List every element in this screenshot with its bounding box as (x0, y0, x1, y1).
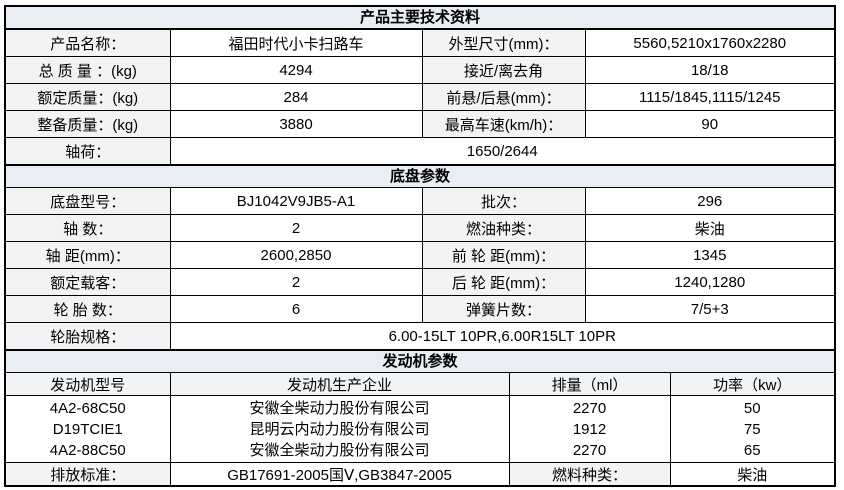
label-max-speed: 最高车速(km/h)： (421, 110, 586, 138)
table-row: 轴 距(mm)： 2600,2850 前 轮 距(mm)： 1345 (5, 241, 835, 269)
label-tire-spec: 轮胎规格： (5, 322, 171, 350)
label-fuel-type: 燃油种类： (421, 214, 586, 242)
table-row: 底盘型号： BJ1042V9JB5-A1 批次： 296 (5, 187, 835, 215)
engine-model: D19TCIE1 (52, 420, 123, 438)
table-row: 排放标准： GB17691-2005国Ⅴ,GB3847-2005 燃料种类： 柴… (5, 462, 835, 486)
engine-powers-cell: 50 75 65 (669, 395, 835, 463)
engine-manufacturers-cell: 安徽全柴动力股份有限公司 昆明云内动力股份有限公司 安徽全柴动力股份有限公司 (169, 395, 510, 463)
engine-manufacturer: 安徽全柴动力股份有限公司 (249, 441, 430, 459)
label-outer-dimensions: 外型尺寸(mm)： (421, 29, 586, 57)
label-product-name: 产品名称： (5, 29, 171, 57)
engine-displacement: 2270 (572, 441, 607, 459)
engine-power: 75 (743, 420, 761, 438)
value-approach-departure-angle: 18/18 (584, 56, 835, 84)
value-outer-dimensions: 5560,5210x1760x2280 (584, 29, 835, 57)
table-row: 轴荷： 1650/2644 (5, 137, 835, 165)
label-rated-mass: 额定质量：(kg) (5, 83, 171, 111)
label-front-rear-overhang: 前悬/后悬(mm)： (421, 83, 586, 111)
label-emission-standard: 排放标准： (5, 462, 171, 486)
value-rated-mass: 284 (169, 83, 423, 111)
engine-data-row: 4A2-68C50 D19TCIE1 4A2-88C50 安徽全柴动力股份有限公… (5, 395, 835, 463)
value-tire-count: 6 (169, 295, 423, 323)
value-max-speed: 90 (584, 110, 835, 138)
section-title-engine: 发动机参数 (6, 349, 834, 373)
engine-manufacturer: 安徽全柴动力股份有限公司 (249, 399, 430, 417)
value-tire-spec: 6.00-15LT 10PR,6.00R15LT 10PR (169, 322, 835, 350)
header-engine-model: 发动机型号 (5, 372, 171, 396)
value-axle-load: 1650/2644 (169, 137, 835, 165)
engine-header-row: 发动机型号 发动机生产企业 排量（ml） 功率（kw） (5, 372, 835, 396)
value-engine-fuel-type: 柴油 (669, 462, 835, 486)
engine-power: 65 (743, 441, 761, 459)
label-wheelbase: 轴 距(mm)： (5, 241, 171, 269)
value-front-rear-overhang: 1115/1845,1115/1245 (584, 83, 835, 111)
header-displacement: 排量（ml） (508, 372, 671, 396)
label-chassis-model: 底盘型号： (5, 187, 171, 215)
header-engine-manufacturer: 发动机生产企业 (169, 372, 510, 396)
value-curb-mass: 3880 (169, 110, 423, 138)
engine-table: 发动机型号 发动机生产企业 排量（ml） 功率（kw） 4A2-68C50 D1… (5, 372, 835, 486)
value-rated-passengers: 2 (169, 268, 423, 296)
section-title-product: 产品主要技术资料 (6, 7, 834, 30)
engine-displacements-cell: 2270 1912 2270 (508, 395, 671, 463)
label-axle-count: 轴 数： (5, 214, 171, 242)
label-rear-track: 后 轮 距(mm)： (421, 268, 586, 296)
value-fuel-type: 柴油 (584, 214, 835, 242)
label-tire-count: 轮 胎 数： (5, 295, 171, 323)
label-front-track: 前 轮 距(mm)： (421, 241, 586, 269)
label-rated-passengers: 额定载客： (5, 268, 171, 296)
engine-displacement: 1912 (572, 420, 607, 438)
engine-displacement: 2270 (572, 399, 607, 417)
value-spring-leaf-count: 7/5+3 (584, 295, 835, 323)
value-axle-count: 2 (169, 214, 423, 242)
engine-models-cell: 4A2-68C50 D19TCIE1 4A2-88C50 (5, 395, 171, 463)
value-front-track: 1345 (584, 241, 835, 269)
value-rear-track: 1240,1280 (584, 268, 835, 296)
table-row: 总 质 量 ：(kg) 4294 接近/离去角 18/18 (5, 56, 835, 84)
value-gross-mass: 4294 (169, 56, 423, 84)
engine-manufacturer: 昆明云内动力股份有限公司 (249, 420, 430, 438)
table-row: 轴 数： 2 燃油种类： 柴油 (5, 214, 835, 242)
engine-model: 4A2-88C50 (49, 441, 126, 459)
table-row: 额定质量：(kg) 284 前悬/后悬(mm)： 1115/1845,1115/… (5, 83, 835, 111)
label-curb-mass: 整备质量：(kg) (5, 110, 171, 138)
table-row: 产品名称： 福田时代小卡扫路车 外型尺寸(mm)： 5560,5210x1760… (5, 29, 835, 57)
value-chassis-model: BJ1042V9JB5-A1 (169, 187, 423, 215)
label-gross-mass: 总 质 量 ：(kg) (5, 56, 171, 84)
value-batch: 296 (584, 187, 835, 215)
engine-model: 4A2-68C50 (49, 399, 126, 417)
value-wheelbase: 2600,2850 (169, 241, 423, 269)
table-row: 整备质量：(kg) 3880 最高车速(km/h)： 90 (5, 110, 835, 138)
label-spring-leaf-count: 弹簧片数： (421, 295, 586, 323)
label-approach-departure-angle: 接近/离去角 (421, 56, 586, 84)
value-emission-standard: GB17691-2005国Ⅴ,GB3847-2005 (169, 462, 510, 486)
label-engine-fuel-type: 燃料种类： (508, 462, 671, 486)
engine-power: 50 (743, 399, 761, 417)
label-axle-load: 轴荷： (5, 137, 171, 165)
spec-sheet: 产品主要技术资料 产品名称： 福田时代小卡扫路车 外型尺寸(mm)： 5560,… (4, 5, 836, 487)
header-power: 功率（kw） (669, 372, 835, 396)
product-table: 产品名称： 福田时代小卡扫路车 外型尺寸(mm)： 5560,5210x1760… (5, 29, 835, 165)
table-row: 轮 胎 数： 6 弹簧片数： 7/5+3 (5, 295, 835, 323)
value-product-name: 福田时代小卡扫路车 (169, 29, 423, 57)
section-title-chassis: 底盘参数 (6, 164, 834, 188)
label-batch: 批次： (421, 187, 586, 215)
chassis-table: 底盘型号： BJ1042V9JB5-A1 批次： 296 轴 数： 2 燃油种类… (5, 187, 835, 350)
table-row: 额定载客： 2 后 轮 距(mm)： 1240,1280 (5, 268, 835, 296)
table-row: 轮胎规格： 6.00-15LT 10PR,6.00R15LT 10PR (5, 322, 835, 350)
